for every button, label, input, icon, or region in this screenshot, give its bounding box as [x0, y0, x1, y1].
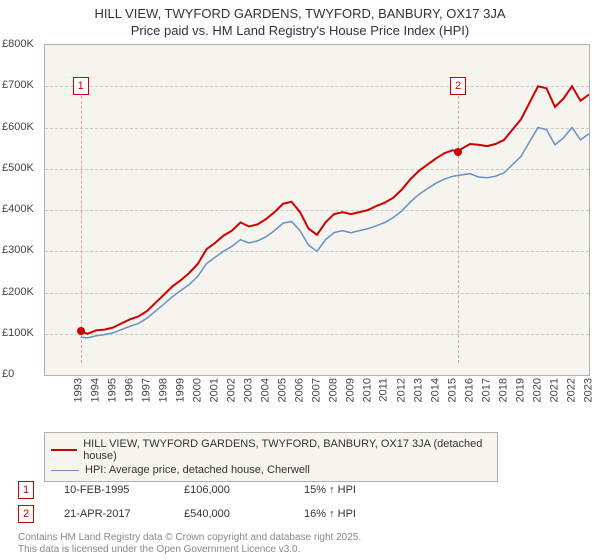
line-series — [45, 45, 589, 375]
x-tick-label: 2020 — [531, 378, 543, 402]
plot-area: 12 — [44, 44, 590, 376]
annotation-marker: 1 — [18, 481, 34, 499]
x-tick-label: 2006 — [293, 378, 305, 402]
annotation-pct: 16% ↑ HPI — [304, 508, 394, 520]
annotation-row: 2 21-APR-2017 £540,000 16% ↑ HPI — [18, 502, 394, 526]
annotation-price: £540,000 — [184, 508, 274, 520]
x-tick-label: 1993 — [72, 378, 84, 402]
x-tick-label: 2019 — [514, 378, 526, 402]
y-tick-label: £600K — [2, 121, 34, 133]
chart-container: HILL VIEW, TWYFORD GARDENS, TWYFORD, BAN… — [0, 0, 600, 560]
annotation-date: 10-FEB-1995 — [64, 484, 154, 496]
footer-attribution: Contains HM Land Registry data © Crown c… — [18, 532, 361, 556]
x-tick-label: 2011 — [378, 378, 390, 402]
legend-item: HPI: Average price, detached house, Cher… — [51, 463, 491, 477]
annotation-table: 1 10-FEB-1995 £106,000 15% ↑ HPI 2 21-APR-201… — [18, 478, 394, 526]
annotation-price: £106,000 — [184, 484, 274, 496]
legend-swatch — [51, 470, 79, 471]
title-line-2: Price paid vs. HM Land Registry's House … — [0, 23, 600, 40]
chart-area: 12 £0£100K£200K£300K£400K£500K£600K£700K… — [0, 42, 600, 422]
series-hpi — [81, 128, 589, 338]
x-tick-label: 1996 — [123, 378, 135, 402]
marker-box-1: 1 — [73, 77, 89, 95]
sale-point — [454, 148, 462, 156]
x-tick-label: 2010 — [361, 378, 373, 402]
x-tick-label: 2017 — [480, 378, 492, 402]
y-tick-label: £0 — [2, 368, 14, 380]
y-tick-label: £100K — [2, 327, 34, 339]
x-tick-label: 2021 — [548, 378, 560, 402]
x-tick-label: 2013 — [412, 378, 424, 402]
y-tick-label: £300K — [2, 244, 34, 256]
annotation-row: 1 10-FEB-1995 £106,000 15% ↑ HPI — [18, 478, 394, 502]
y-tick-label: £700K — [2, 79, 34, 91]
series-hill_view — [81, 86, 589, 333]
y-tick-label: £200K — [2, 286, 34, 298]
x-tick-label: 2008 — [327, 378, 339, 402]
x-tick-label: 2022 — [565, 378, 577, 402]
x-tick-label: 2014 — [429, 378, 441, 402]
title-line-1: HILL VIEW, TWYFORD GARDENS, TWYFORD, BAN… — [0, 6, 600, 23]
x-tick-label: 2007 — [310, 378, 322, 402]
marker-box-2: 2 — [450, 77, 466, 95]
x-tick-label: 1999 — [174, 378, 186, 402]
x-tick-label: 2002 — [225, 378, 237, 402]
x-tick-label: 2009 — [344, 378, 356, 402]
x-tick-label: 1995 — [106, 378, 118, 402]
annotation-pct: 15% ↑ HPI — [304, 484, 394, 496]
footer-line-2: This data is licensed under the Open Gov… — [18, 544, 361, 556]
x-tick-label: 2000 — [191, 378, 203, 402]
legend-label: HILL VIEW, TWYFORD GARDENS, TWYFORD, BAN… — [83, 438, 491, 462]
annotation-date: 21-APR-2017 — [64, 508, 154, 520]
y-tick-label: £800K — [2, 38, 34, 50]
x-tick-label: 2005 — [276, 378, 288, 402]
x-tick-label: 2003 — [242, 378, 254, 402]
x-tick-label: 2012 — [395, 378, 407, 402]
x-tick-label: 2015 — [446, 378, 458, 402]
annotation-marker: 2 — [18, 505, 34, 523]
legend-label: HPI: Average price, detached house, Cher… — [85, 464, 310, 476]
legend-swatch — [51, 449, 77, 451]
chart-title: HILL VIEW, TWYFORD GARDENS, TWYFORD, BAN… — [0, 0, 600, 40]
footer-line-1: Contains HM Land Registry data © Crown c… — [18, 532, 361, 544]
x-tick-label: 2018 — [497, 378, 509, 402]
sale-point — [77, 327, 85, 335]
x-tick-label: 2023 — [582, 378, 594, 402]
x-tick-label: 1997 — [140, 378, 152, 402]
legend-item: HILL VIEW, TWYFORD GARDENS, TWYFORD, BAN… — [51, 437, 491, 463]
legend: HILL VIEW, TWYFORD GARDENS, TWYFORD, BAN… — [44, 432, 498, 482]
x-tick-label: 2004 — [259, 378, 271, 402]
y-tick-label: £500K — [2, 162, 34, 174]
y-tick-label: £400K — [2, 203, 34, 215]
x-tick-label: 2016 — [463, 378, 475, 402]
x-tick-label: 1998 — [157, 378, 169, 402]
x-tick-label: 1994 — [89, 378, 101, 402]
x-tick-label: 2001 — [208, 378, 220, 402]
